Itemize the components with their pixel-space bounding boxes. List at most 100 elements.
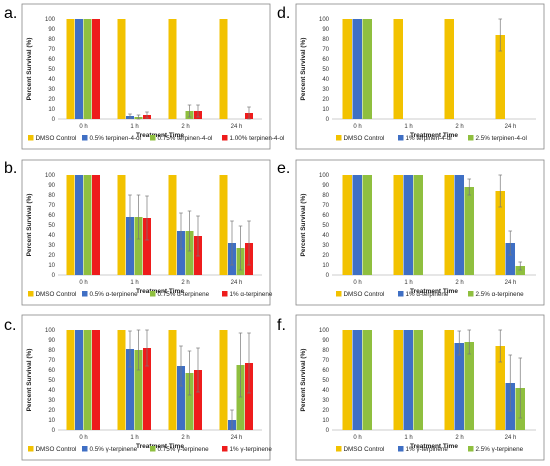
y-tick-label: 80 — [322, 348, 329, 354]
y-axis-label: Percent Survival (%) — [300, 194, 307, 257]
legend-swatch — [336, 446, 342, 452]
legend-swatch — [222, 291, 228, 297]
y-axis-label: Percent Survival (%) — [300, 349, 307, 412]
legend-swatch — [222, 135, 228, 141]
bar — [219, 330, 228, 430]
y-tick-label: 100 — [319, 328, 330, 334]
legend-swatch — [336, 135, 342, 141]
panel-letter: b. — [4, 160, 17, 177]
y-tick-label: 20 — [322, 97, 329, 103]
bar — [92, 19, 100, 119]
bar — [464, 342, 474, 430]
legend-swatch — [398, 135, 404, 141]
x-tick-label: 0 h — [353, 124, 361, 130]
bar — [393, 175, 403, 275]
y-tick-label: 50 — [322, 223, 329, 229]
panel-letter: d. — [277, 5, 290, 22]
bar — [83, 19, 92, 119]
bar — [185, 373, 194, 430]
y-tick-label: 0 — [52, 273, 56, 279]
y-tick-label: 20 — [48, 97, 55, 103]
x-tick-label: 24 h — [231, 124, 243, 130]
y-tick-label: 90 — [322, 183, 329, 189]
bar — [362, 330, 372, 430]
bar — [505, 243, 515, 275]
y-tick-label: 10 — [48, 107, 55, 113]
y-tick-label: 60 — [48, 368, 55, 374]
legend-label: 0.75% α-terpinene — [158, 291, 210, 298]
y-tick-label: 100 — [45, 328, 56, 334]
y-tick-label: 40 — [48, 77, 55, 83]
y-tick-label: 80 — [322, 193, 329, 199]
legend-label: 2.5% terpinen-4-ol — [476, 135, 527, 142]
legend-label: 2.5% α-terpinene — [476, 291, 525, 298]
y-tick-label: 30 — [322, 398, 329, 404]
bar — [444, 330, 454, 430]
x-tick-label: 2 h — [181, 280, 189, 286]
y-tick-label: 0 — [52, 117, 56, 123]
legend-swatch — [336, 291, 342, 297]
bar — [126, 349, 134, 430]
bar — [92, 330, 100, 430]
x-tick-label: 24 h — [231, 280, 243, 286]
x-tick-label: 24 h — [505, 124, 517, 130]
legend-label: 0.75% terpinen-4-ol — [158, 135, 213, 142]
y-tick-label: 80 — [48, 193, 55, 199]
legend-swatch — [28, 135, 34, 141]
bar — [177, 231, 185, 275]
x-tick-label: 1 h — [404, 435, 412, 441]
y-tick-label: 100 — [319, 173, 330, 179]
x-tick-label: 1 h — [130, 124, 138, 130]
y-tick-label: 90 — [48, 183, 55, 189]
bar — [134, 350, 143, 430]
legend-label: 1% γ-terpinene — [406, 446, 449, 453]
x-tick-label: 1 h — [130, 435, 138, 441]
chart-panel: f. 0 10 20 30 40 50 60 70 80 90 100 Percent Survival… — [277, 314, 545, 461]
y-tick-label: 70 — [322, 358, 329, 364]
x-axis-label: Treatment Time — [410, 443, 458, 450]
bar — [342, 175, 352, 275]
chart-panel: b. 0 10 20 30 40 50 60 70 80 90 100 Percent Survival… — [4, 159, 273, 306]
bar — [236, 365, 245, 430]
x-axis-label: Treatment Time — [136, 443, 184, 450]
legend-swatch — [222, 446, 228, 452]
y-tick-label: 20 — [48, 253, 55, 259]
y-tick-label: 0 — [52, 428, 56, 434]
bar — [454, 343, 464, 430]
bar — [495, 35, 505, 119]
legend-label: 1% terpinen-4-ol — [406, 135, 452, 142]
bar — [393, 19, 403, 119]
bar — [75, 330, 83, 430]
bar — [219, 19, 228, 119]
panel-frame — [21, 3, 271, 150]
bar — [143, 218, 151, 275]
panel-letter: a. — [4, 5, 17, 22]
legend-label: DMSO Control — [36, 135, 77, 142]
bar — [75, 175, 83, 275]
legend-label: 2.5% γ-terpinene — [476, 446, 524, 453]
legend-label: 1% α-terpinene — [230, 291, 273, 298]
y-tick-label: 90 — [322, 27, 329, 33]
y-tick-label: 90 — [322, 338, 329, 344]
legend-label: 1% γ-terpinene — [230, 446, 273, 453]
legend-swatch — [82, 446, 88, 452]
legend-label: DMSO Control — [344, 291, 385, 298]
y-tick-label: 80 — [48, 37, 55, 43]
y-axis-label: Percent Survival (%) — [26, 194, 33, 257]
y-tick-label: 50 — [48, 67, 55, 73]
x-tick-label: 2 h — [455, 124, 463, 130]
bar — [342, 19, 352, 119]
y-tick-label: 80 — [48, 348, 55, 354]
bar — [194, 370, 202, 430]
y-tick-label: 0 — [326, 117, 330, 123]
legend-swatch — [150, 135, 156, 141]
bar — [185, 231, 194, 275]
legend-swatch — [82, 291, 88, 297]
bar — [66, 175, 75, 275]
bar — [143, 348, 151, 430]
bar — [352, 330, 362, 430]
bar — [245, 363, 253, 430]
x-tick-label: 1 h — [404, 280, 412, 286]
y-tick-label: 60 — [48, 213, 55, 219]
legend-swatch — [150, 446, 156, 452]
